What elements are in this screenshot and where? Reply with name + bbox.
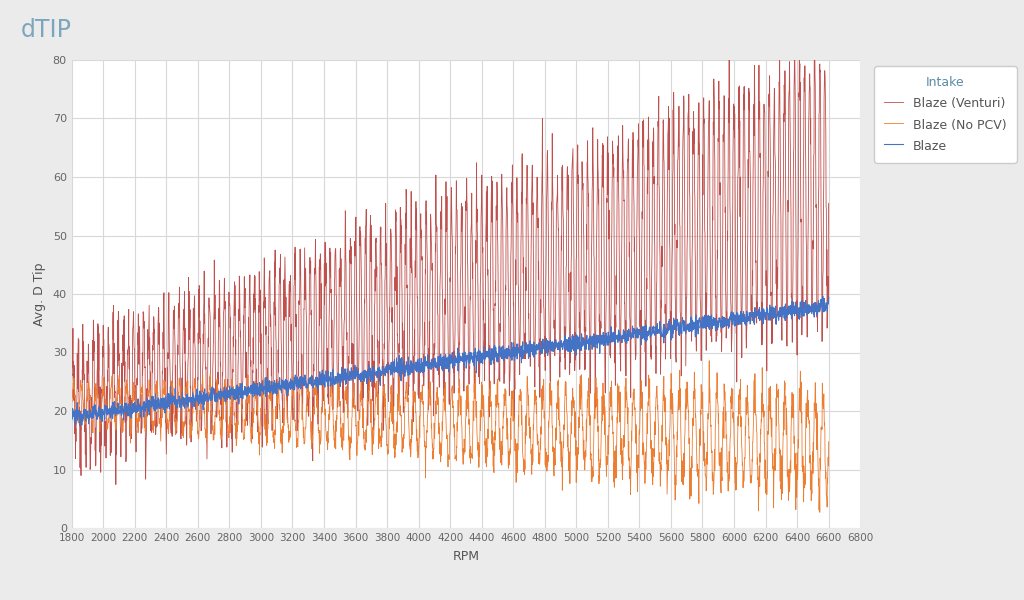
Blaze (No PCV) xyxy=(355,402,368,409)
Blaze (Venturi) xyxy=(66,377,78,385)
Blaze (No PCV) xyxy=(152,397,164,404)
Blaze (Venturi) xyxy=(197,331,209,338)
Line: Blaze (No PCV): Blaze (No PCV) xyxy=(72,361,828,512)
Blaze xyxy=(808,308,820,316)
Blaze (Venturi) xyxy=(809,32,821,40)
Blaze (No PCV) xyxy=(197,380,209,387)
Blaze (Venturi) xyxy=(153,316,165,323)
Blaze xyxy=(726,316,738,323)
Blaze xyxy=(197,406,209,413)
Blaze (No PCV) xyxy=(703,357,716,364)
Blaze xyxy=(74,422,86,429)
Text: dTIP: dTIP xyxy=(20,18,72,42)
Line: Blaze: Blaze xyxy=(72,296,828,425)
Blaze (Venturi) xyxy=(726,252,738,259)
Blaze (Venturi) xyxy=(822,200,835,207)
Blaze xyxy=(153,394,165,401)
Blaze (Venturi) xyxy=(389,274,401,281)
Line: Blaze (Venturi): Blaze (Venturi) xyxy=(72,36,828,485)
Blaze xyxy=(389,366,401,373)
Blaze (No PCV) xyxy=(388,448,400,455)
Blaze (Venturi) xyxy=(808,151,820,158)
Blaze (No PCV) xyxy=(822,438,835,445)
Blaze (No PCV) xyxy=(726,400,738,407)
Legend: Blaze (Venturi), Blaze (No PCV), Blaze: Blaze (Venturi), Blaze (No PCV), Blaze xyxy=(874,66,1017,163)
Blaze xyxy=(66,414,78,421)
Y-axis label: Avg. D Tip: Avg. D Tip xyxy=(33,262,46,326)
Blaze (Venturi) xyxy=(356,368,369,376)
X-axis label: RPM: RPM xyxy=(453,550,479,563)
Blaze xyxy=(817,293,829,300)
Blaze (No PCV) xyxy=(66,397,78,404)
Blaze xyxy=(822,294,835,301)
Blaze (Venturi) xyxy=(110,481,122,488)
Blaze (No PCV) xyxy=(808,425,820,433)
Blaze (No PCV) xyxy=(814,509,826,516)
Blaze xyxy=(356,368,369,376)
